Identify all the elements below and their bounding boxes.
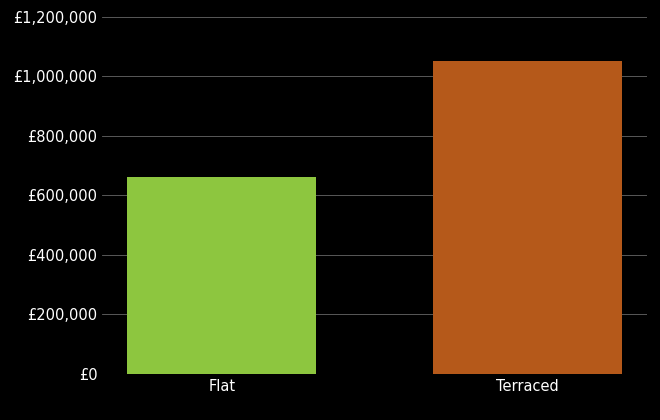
Bar (432, 61, 622, 374)
Bar (127, 177, 317, 374)
